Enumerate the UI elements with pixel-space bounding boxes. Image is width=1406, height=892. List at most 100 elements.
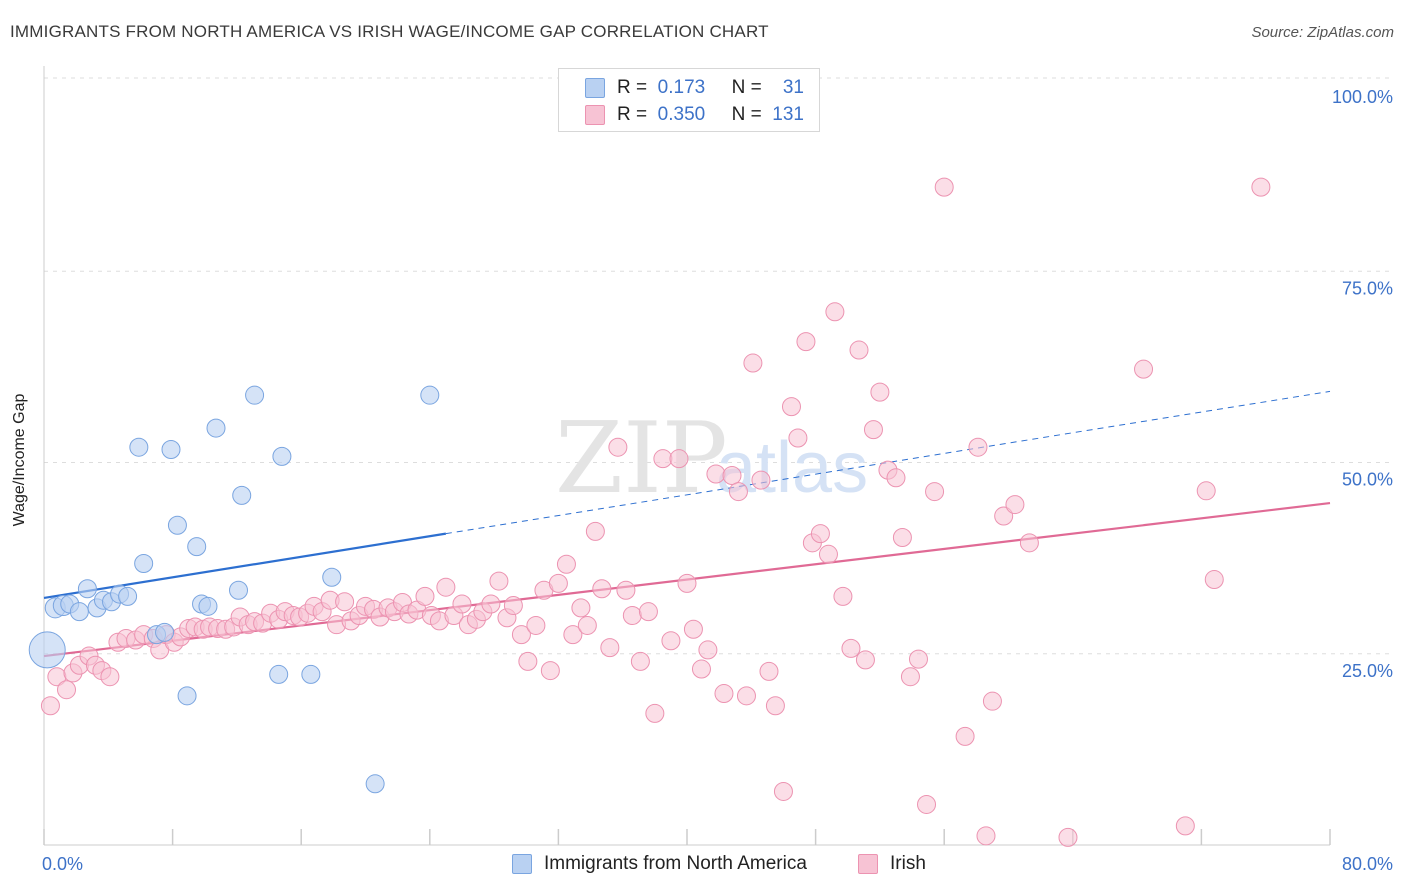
north-america-point — [232, 485, 252, 505]
irish-point — [1251, 177, 1271, 197]
irish-point — [900, 667, 920, 687]
irish-point — [335, 592, 355, 612]
y-axis-label: Wage/Income Gap — [11, 393, 28, 527]
n-value: 131 — [772, 104, 804, 125]
irish-point — [818, 544, 838, 564]
irish-point — [481, 594, 501, 614]
irish-point — [886, 468, 906, 488]
r-label: R = — [617, 77, 648, 98]
watermark-zip: ZIP — [555, 402, 728, 516]
irish-point — [616, 580, 636, 600]
y-tick-label: 50.0% — [1342, 470, 1393, 490]
legend-text: R = 0.350 N = 131 — [617, 104, 804, 126]
north-america-point — [206, 418, 226, 438]
irish-point — [855, 650, 875, 670]
y-tick-label: 25.0% — [1342, 661, 1393, 681]
irish-point — [968, 437, 988, 457]
irish-point — [100, 667, 120, 687]
irish-point — [825, 302, 845, 322]
irish-point — [925, 482, 945, 502]
north-america-point — [198, 596, 218, 616]
irish-point — [592, 579, 612, 599]
y-tick-label: 75.0% — [1342, 278, 1393, 298]
irish-point — [571, 598, 591, 618]
irish-point — [436, 577, 456, 597]
irish-point — [810, 524, 830, 544]
north-america-point — [28, 631, 66, 669]
irish-point — [677, 573, 697, 593]
irish-point — [870, 382, 890, 402]
north-america-point — [229, 580, 249, 600]
legend-swatch-irish — [585, 105, 605, 125]
irish-point — [638, 602, 658, 622]
irish-point — [669, 449, 689, 469]
irish-point — [863, 420, 883, 440]
irish-point — [563, 625, 583, 645]
irish-point — [40, 696, 60, 716]
north-america-point — [77, 579, 97, 599]
irish-point — [415, 586, 435, 606]
north-america-point — [155, 622, 175, 642]
grid-lines — [44, 77, 1393, 655]
irish-point — [698, 640, 718, 660]
irish-point — [548, 573, 568, 593]
irish-point — [1204, 570, 1224, 590]
watermark: ZIP atlas — [555, 402, 868, 516]
irish-point — [759, 661, 779, 681]
north-america-point — [269, 664, 289, 684]
irish-point — [630, 651, 650, 671]
irish-point — [743, 353, 763, 373]
irish-point — [653, 449, 673, 469]
irish-point — [661, 631, 681, 651]
irish-point — [841, 638, 861, 658]
irish-point — [917, 794, 937, 814]
tick-labels: 25.0% 50.0% 75.0% 100.0% 0.0% 80.0% — [42, 87, 1393, 874]
irish-point — [577, 615, 597, 635]
north-america-point — [365, 774, 385, 794]
n-value: 31 — [782, 77, 804, 98]
irish-point — [796, 332, 816, 352]
bottom-legend-label: Immigrants from North America — [544, 853, 807, 874]
irish-point — [622, 606, 642, 625]
legend-text: R = 0.173 N = 31 — [617, 77, 804, 99]
irish-point — [994, 506, 1014, 526]
north-america-point — [129, 437, 149, 457]
north-america-trend-line — [43, 532, 447, 599]
irish-point — [691, 659, 711, 679]
irish-point — [608, 437, 628, 457]
north-america-point — [420, 385, 440, 405]
irish-point — [751, 470, 771, 490]
irish-point — [518, 651, 538, 671]
north-america-point — [134, 553, 154, 573]
bottom-legend-swatch-irish — [858, 854, 878, 874]
chart-title: IMMIGRANTS FROM NORTH AMERICA VS IRISH W… — [10, 22, 769, 41]
n-label: N = — [731, 104, 762, 125]
n-label: N = — [731, 77, 762, 98]
irish-point — [1019, 533, 1039, 553]
north-america-points — [28, 385, 440, 794]
irish-point — [1058, 827, 1078, 847]
north-america-point — [69, 602, 89, 622]
irish-point — [773, 781, 793, 801]
irish-point — [645, 703, 665, 723]
bottom-legend-swatch-north-america — [512, 854, 532, 874]
irish-point — [788, 428, 808, 448]
irish-point — [892, 527, 912, 547]
source-label: Source: ZipAtlas.com — [1251, 24, 1394, 41]
x-tick-label: 80.0% — [1342, 854, 1393, 874]
r-value: 0.350 — [657, 104, 706, 125]
irish-point — [511, 625, 531, 645]
north-america-point — [272, 446, 292, 466]
irish-point — [728, 482, 748, 502]
irish-point — [585, 521, 605, 541]
legend-swatch-north-america — [585, 78, 605, 98]
irish-point — [1196, 481, 1216, 501]
irish-point — [781, 397, 801, 417]
irish-point — [934, 177, 954, 197]
irish-point — [833, 586, 853, 606]
irish-point — [600, 638, 620, 658]
irish-point — [526, 615, 546, 635]
north-america-point — [167, 515, 187, 535]
irish-point — [706, 464, 726, 484]
